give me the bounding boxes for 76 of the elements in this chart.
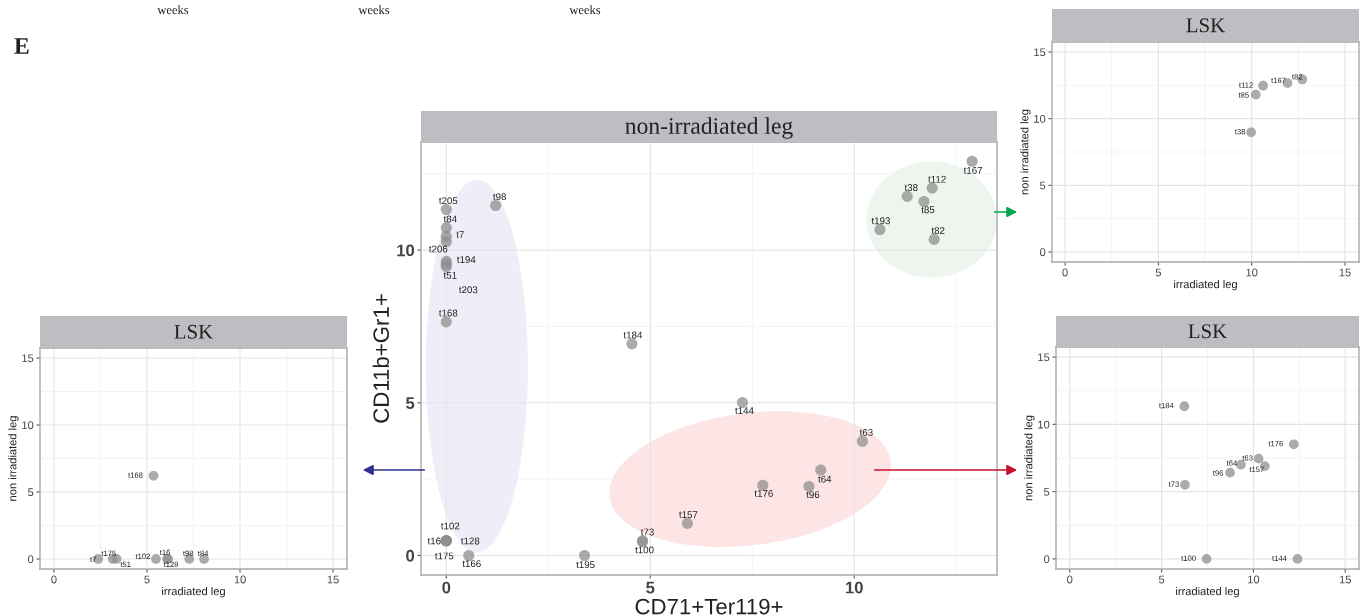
x-tick-label: 15: [327, 575, 339, 584]
x-axis-title: CD71+Ter119+: [635, 598, 783, 615]
annotation: t175: [434, 552, 454, 560]
x-tick-label: 0: [1067, 575, 1073, 584]
y-tick-label: 15: [1038, 353, 1050, 362]
x-tick-label: 10: [846, 581, 863, 594]
annotation: t205: [438, 197, 458, 205]
x-axis-title: irradiated leg: [1174, 280, 1237, 291]
annotation: t7: [456, 231, 464, 238]
annotation: t63: [859, 428, 873, 436]
text: weeks: [569, 5, 601, 15]
annotation: t193: [871, 217, 890, 225]
y-tick-label: 5: [1040, 181, 1046, 190]
y-tick-label: 15: [22, 354, 34, 363]
annotation: t64: [818, 475, 832, 483]
text: weeks: [157, 5, 189, 15]
y-tick-label: 0: [28, 555, 34, 564]
y-tick-label: 0: [1040, 248, 1046, 257]
annotation: t128: [460, 537, 480, 545]
annotation: t112: [928, 175, 946, 183]
y-axis-title: CD11b+Gr1+: [372, 294, 390, 423]
annotation: t168: [438, 309, 458, 317]
x-tick-label: 5: [144, 575, 150, 584]
annotation: t102: [440, 522, 460, 530]
y-tick-label: 10: [1034, 114, 1046, 123]
annotation: t16: [427, 537, 441, 545]
x-tick-label: 5: [646, 581, 655, 594]
annotation: t144: [735, 407, 754, 415]
annotation: t157: [679, 511, 698, 518]
x-tick-label: 0: [1062, 268, 1068, 277]
annotation: t203: [458, 286, 478, 294]
y-tick-label: 10: [22, 421, 34, 430]
y-tick-label: 5: [405, 397, 415, 409]
annotation: t84: [443, 215, 457, 223]
chart-title: LSK: [1188, 324, 1227, 339]
annotation: t100: [635, 546, 654, 554]
x-tick-label: 5: [1158, 575, 1165, 584]
annotation: t206: [428, 245, 448, 253]
annotation: t85: [921, 206, 935, 214]
y-tick-label: 0: [406, 549, 415, 562]
x-axis-title: irradiated leg: [1176, 587, 1239, 598]
annotation: t184: [623, 331, 643, 339]
annotation: t38: [904, 184, 918, 191]
annotation: t167: [963, 166, 983, 174]
x-tick-label: 15: [1339, 575, 1351, 584]
y-tick-label: 5: [1044, 488, 1050, 496]
annotation: t176: [754, 489, 773, 497]
x-tick-label: 0: [51, 575, 57, 584]
x-tick-label: 10: [1246, 268, 1258, 277]
x-axis-title: irradiated leg: [162, 587, 225, 598]
annotation: t82: [931, 227, 945, 235]
y-tick-label: 10: [1038, 420, 1050, 429]
annotation: t96: [806, 491, 820, 499]
y-tick-label: 15: [1034, 48, 1046, 57]
chart-title: non-irradiated leg: [625, 117, 793, 139]
annotation: t98: [493, 193, 506, 201]
annotation: t195: [576, 561, 595, 569]
text: E: [14, 38, 29, 54]
chart-title: LSK: [1186, 18, 1225, 33]
x-tick-label: 15: [1339, 268, 1351, 277]
y-axis-title: non irradiated leg: [1024, 415, 1035, 501]
annotation: t51: [443, 271, 457, 279]
y-axis-title: non irradiated leg: [1020, 109, 1031, 195]
annotation: t166: [462, 560, 481, 568]
chart-title: LSK: [174, 324, 213, 339]
text: weeks: [358, 5, 390, 15]
y-tick-label: 10: [397, 244, 415, 257]
x-tick-label: 5: [1155, 268, 1161, 277]
x-tick-label: 0: [442, 581, 451, 594]
annotation: t73: [640, 528, 654, 536]
y-axis-title: non irradiated leg: [8, 416, 19, 501]
x-tick-label: 10: [1248, 575, 1260, 584]
y-tick-label: 0: [1044, 555, 1050, 564]
x-tick-label: 10: [234, 575, 246, 584]
y-tick-label: 5: [28, 488, 34, 497]
annotation: t194: [456, 256, 476, 264]
